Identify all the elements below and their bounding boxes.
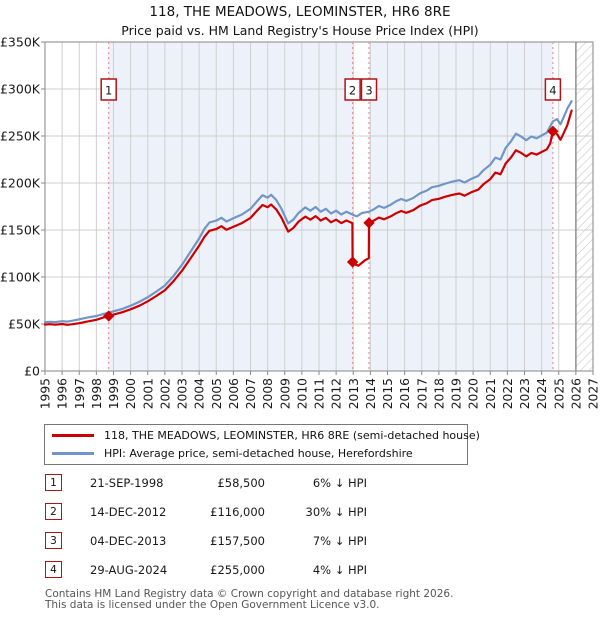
x-axis-label: 2007 <box>244 378 258 409</box>
sale-vs-hpi: 6% ↓ HPI <box>312 476 367 490</box>
x-axis-label: 2022 <box>501 378 515 409</box>
price-chart: 1995 1996 1997 1998 1999 2000 2001 2002 2003 2004… <box>0 34 600 409</box>
x-axis-label: 2001 <box>141 378 155 409</box>
footer-licence: This data is licensed under the Open Gov… <box>45 599 380 611</box>
sale-vs-hpi: 4% ↓ HPI <box>312 563 367 577</box>
sale-marker-badge-2 <box>344 78 361 101</box>
sale-marker-badge-3 <box>360 78 378 101</box>
legend-item-hpi: HPI: Average price, semi-detached house,… <box>52 447 467 460</box>
legend-item-price-paid: 118, THE MEADOWS, LEOMINSTER, HR6 8RE (s… <box>52 429 480 442</box>
x-axis-label: 2025 <box>552 378 566 409</box>
page-subtitle: Price paid vs. HM Land Registry's House … <box>121 23 479 38</box>
x-axis-label: 1995 <box>39 378 53 409</box>
sale-price: £255,000 <box>210 563 265 577</box>
x-axis-label: 2016 <box>398 378 412 409</box>
y-axis-label: £0 <box>24 363 40 378</box>
sale-vs-hpi: 7% ↓ HPI <box>312 534 367 548</box>
sale-row-1: 1 21-SEP-1998 £58,500 6% ↓ HPI <box>45 474 367 491</box>
sale-price: £116,000 <box>210 505 265 519</box>
x-axis-label: 2008 <box>261 378 275 409</box>
sale-marker-badge-label: 1 <box>105 84 112 98</box>
x-axis-label: 2013 <box>347 378 361 409</box>
y-axis-label: £100K <box>0 269 41 284</box>
footer-copyright: Contains HM Land Registry data © Crown c… <box>45 588 454 600</box>
y-axis-label: £150K <box>0 222 41 237</box>
y-axis-label: £50K <box>8 316 41 331</box>
y-axis-label: £350K <box>0 34 41 49</box>
sale-marker-badge-label: 2 <box>349 84 356 98</box>
x-axis-label: 2003 <box>176 378 190 409</box>
sale-number-badge: 3 <box>45 532 62 549</box>
x-axis-label: 2009 <box>278 378 292 409</box>
y-axis-label: £250K <box>0 128 41 143</box>
x-axis-label: 2021 <box>484 378 498 409</box>
x-axis-label: 2010 <box>295 378 309 409</box>
ownership-band <box>108 42 353 371</box>
sale-marker-badge-label: 3 <box>365 84 372 98</box>
x-axis-label: 1998 <box>90 378 104 409</box>
x-axis-label: 2017 <box>415 378 429 409</box>
price-line-swatch <box>52 434 94 438</box>
sale-price: £157,500 <box>210 534 265 548</box>
price-paid-line <box>43 109 573 326</box>
legend-label-hpi: HPI: Average price, semi-detached house,… <box>104 446 413 460</box>
plot-border <box>44 41 594 372</box>
page-title: 118, THE MEADOWS, LEOMINSTER, HR6 8RE <box>149 4 451 20</box>
sale-marker-badge-label: 4 <box>549 84 556 98</box>
x-axis-label: 2014 <box>364 378 378 409</box>
sale-marker-badge-4 <box>544 78 562 101</box>
hpi-line <box>43 100 573 324</box>
y-axis-label: £300K <box>0 81 41 96</box>
x-axis-label: 2000 <box>124 378 138 409</box>
sale-number-badge: 4 <box>45 561 62 578</box>
y-axis-label: £200K <box>0 175 41 190</box>
ownership-band <box>369 42 553 371</box>
sale-date: 29-AUG-2024 <box>90 563 168 577</box>
x-axis-label: 2018 <box>432 378 446 409</box>
x-axis-label: 2011 <box>313 378 327 409</box>
x-axis-label: 1996 <box>56 378 70 409</box>
x-axis-label: 2004 <box>193 378 207 409</box>
x-axis-label: 2019 <box>450 378 464 409</box>
x-axis-label: 2006 <box>227 378 241 409</box>
legend: 118, THE MEADOWS, LEOMINSTER, HR6 8RE (s… <box>44 424 480 465</box>
x-axis-label: 2020 <box>467 378 481 409</box>
sale-row-3: 3 04-DEC-2013 £157,500 7% ↓ HPI <box>45 532 367 549</box>
sale-row-4: 4 29-AUG-2024 £255,000 4% ↓ HPI <box>45 561 367 578</box>
sale-marker-badge-1 <box>100 78 117 101</box>
sale-date: 04-DEC-2013 <box>90 534 167 548</box>
x-axis-label: 1999 <box>107 378 121 409</box>
x-axis-label: 2012 <box>330 378 344 409</box>
sale-price: £58,500 <box>217 476 265 490</box>
sale-date: 14-DEC-2012 <box>90 505 167 519</box>
legend-label-price-paid: 118, THE MEADOWS, LEOMINSTER, HR6 8RE (s… <box>104 429 480 443</box>
x-axis-label: 2026 <box>569 378 583 409</box>
sale-number-badge: 2 <box>45 503 62 520</box>
x-axis-label: 2002 <box>158 378 172 409</box>
hpi-line-swatch <box>52 451 94 455</box>
x-axis-label: 2023 <box>518 378 532 409</box>
sale-date: 21-SEP-1998 <box>90 476 164 490</box>
x-axis-label: 2027 <box>587 378 600 409</box>
sale-number-badge: 1 <box>45 474 62 491</box>
x-axis-label: 2024 <box>535 378 549 409</box>
future-band <box>575 42 593 371</box>
x-axis-label: 2005 <box>210 378 224 409</box>
sale-vs-hpi: 30% ↓ HPI <box>305 505 367 519</box>
x-axis-label: 1997 <box>73 378 87 409</box>
x-axis-label: 2015 <box>381 378 395 409</box>
sale-row-2: 2 14-DEC-2012 £116,000 30% ↓ HPI <box>45 503 367 520</box>
